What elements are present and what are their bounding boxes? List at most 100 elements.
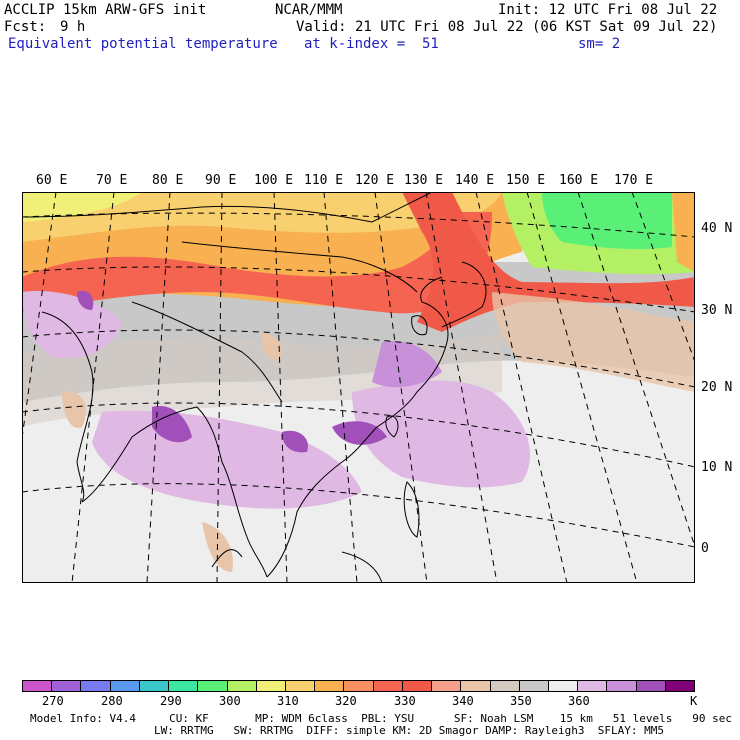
orange-edge: [672, 192, 695, 272]
lat-20: [22, 329, 695, 388]
graticule: [22, 192, 695, 583]
coast-borneo: [341, 551, 383, 583]
map-border: [22, 192, 695, 583]
coast-india-west: [41, 311, 94, 503]
colorbar-label: 330: [394, 694, 416, 708]
model-info-line2: LW: RRTMG SW: RRTMG DIFF: simple KM: 2D …: [154, 724, 664, 737]
map-panel: [22, 192, 695, 583]
lat-40: [22, 212, 695, 238]
coast-philippines: [403, 481, 420, 538]
lon-140: [475, 192, 568, 583]
lat-label: 40 N: [701, 221, 733, 236]
coast-taiwan: [385, 415, 399, 438]
colorbar-swatch: [578, 681, 608, 691]
coast-sumatra: [211, 549, 243, 568]
lon-170: [631, 192, 695, 364]
colorbar-label: 270: [42, 694, 64, 708]
colorbar-swatch: [139, 681, 170, 691]
colorbar: [22, 680, 695, 692]
forecast-label: Fcst:: [4, 19, 47, 35]
coast-bay-bengal: [81, 406, 268, 578]
colorbar-swatch: [23, 681, 53, 691]
field-name: Equivalent potential temperature: [8, 36, 278, 52]
colorbar-label: 320: [335, 694, 357, 708]
smoothing-info: sm= 2: [578, 36, 621, 52]
colorbar-swatch: [285, 681, 316, 691]
yellow-band: [22, 192, 502, 242]
purple-patch-scs: [352, 380, 531, 488]
lat-label: 10 N: [701, 460, 733, 475]
green-core: [542, 192, 672, 250]
lon-160: [577, 192, 695, 549]
coast-east-asia: [266, 276, 449, 578]
valid-time: Valid: 21 UTC Fri 08 Jul 22 (06 KST Sat …: [296, 19, 718, 35]
lon-label: 100 E: [254, 173, 294, 188]
colorbar-swatch: [315, 681, 345, 691]
lon-130: [425, 192, 498, 583]
colorbar-swatch: [490, 681, 520, 691]
colorbar-unit: K: [690, 694, 698, 708]
colorbar-label: 280: [101, 694, 123, 708]
front-red-east: [402, 192, 695, 332]
lon-label: 130 E: [404, 173, 444, 188]
model-title: ACCLIP 15km ARW-GFS init: [4, 2, 207, 18]
colorbar-swatch: [227, 681, 257, 691]
colorbar-label: 350: [510, 694, 532, 708]
colorbar-swatch: [636, 681, 666, 691]
hotspot-pakistan: [77, 290, 94, 310]
colorbar-swatch: [344, 681, 374, 691]
init-time: Init: 12 UTC Fri 08 Jul 22: [498, 2, 718, 18]
colorbar-swatch: [461, 681, 491, 691]
hotspot-ganges: [152, 406, 192, 443]
lon-150: [526, 192, 638, 583]
lon-label: 70 E: [96, 173, 128, 188]
colorbar-swatch: [432, 681, 462, 691]
organization: NCAR/MMM: [275, 2, 343, 18]
front-red: [22, 212, 492, 314]
coast-japan: [441, 261, 487, 328]
colorbar-label: 360: [568, 694, 590, 708]
colorbar-swatch: [519, 681, 549, 691]
peach-china: [261, 332, 282, 362]
colorbar-swatch: [402, 681, 433, 691]
lon-label: 150 E: [506, 173, 546, 188]
purple-patch-w: [22, 291, 122, 359]
colorbar-swatch: [607, 681, 637, 691]
colorbar-label: 300: [219, 694, 241, 708]
lat-label: 0: [701, 541, 709, 556]
colorbar-label: 340: [452, 694, 474, 708]
lon-label: 80 E: [152, 173, 184, 188]
model-info-line1: Model Info: V4.4 CU: KF MP: WDM 6class P…: [30, 712, 732, 725]
lat-10: [22, 402, 695, 468]
lat-0: [22, 483, 695, 548]
lon-label: 160 E: [559, 173, 599, 188]
colorbar-swatch: [198, 681, 228, 691]
lon-label: 90 E: [205, 173, 237, 188]
peach-arabian: [62, 391, 86, 428]
purple-patch-mid: [372, 341, 442, 388]
lon-label: 60 E: [36, 173, 68, 188]
forecast-hour: 9 h: [60, 19, 86, 35]
colorbar-label: 290: [160, 694, 182, 708]
colorbar-swatch: [665, 681, 695, 691]
coast-korea: [411, 315, 428, 336]
lon-label: 120 E: [355, 173, 395, 188]
lat-30: [22, 266, 695, 313]
colorbar-swatch: [373, 681, 403, 691]
hotspot-scs: [332, 421, 387, 445]
hotspot-indochina: [282, 430, 308, 453]
yellow-patch: [22, 192, 142, 222]
lat-label: 20 N: [701, 380, 733, 395]
colorbar-swatch: [169, 681, 199, 691]
colorbar-swatch: [110, 681, 140, 691]
border-himalaya: [131, 301, 283, 403]
colorbar-label: 310: [277, 694, 299, 708]
level-info: at k-index = 51: [304, 36, 439, 52]
lon-label: 170 E: [614, 173, 654, 188]
lon-label: 140 E: [455, 173, 495, 188]
colorbar-swatch: [52, 681, 82, 691]
colorbar-swatch: [256, 681, 286, 691]
lon-label: 110 E: [304, 173, 344, 188]
peach-pacific: [492, 292, 695, 392]
colorbar-swatch: [548, 681, 579, 691]
